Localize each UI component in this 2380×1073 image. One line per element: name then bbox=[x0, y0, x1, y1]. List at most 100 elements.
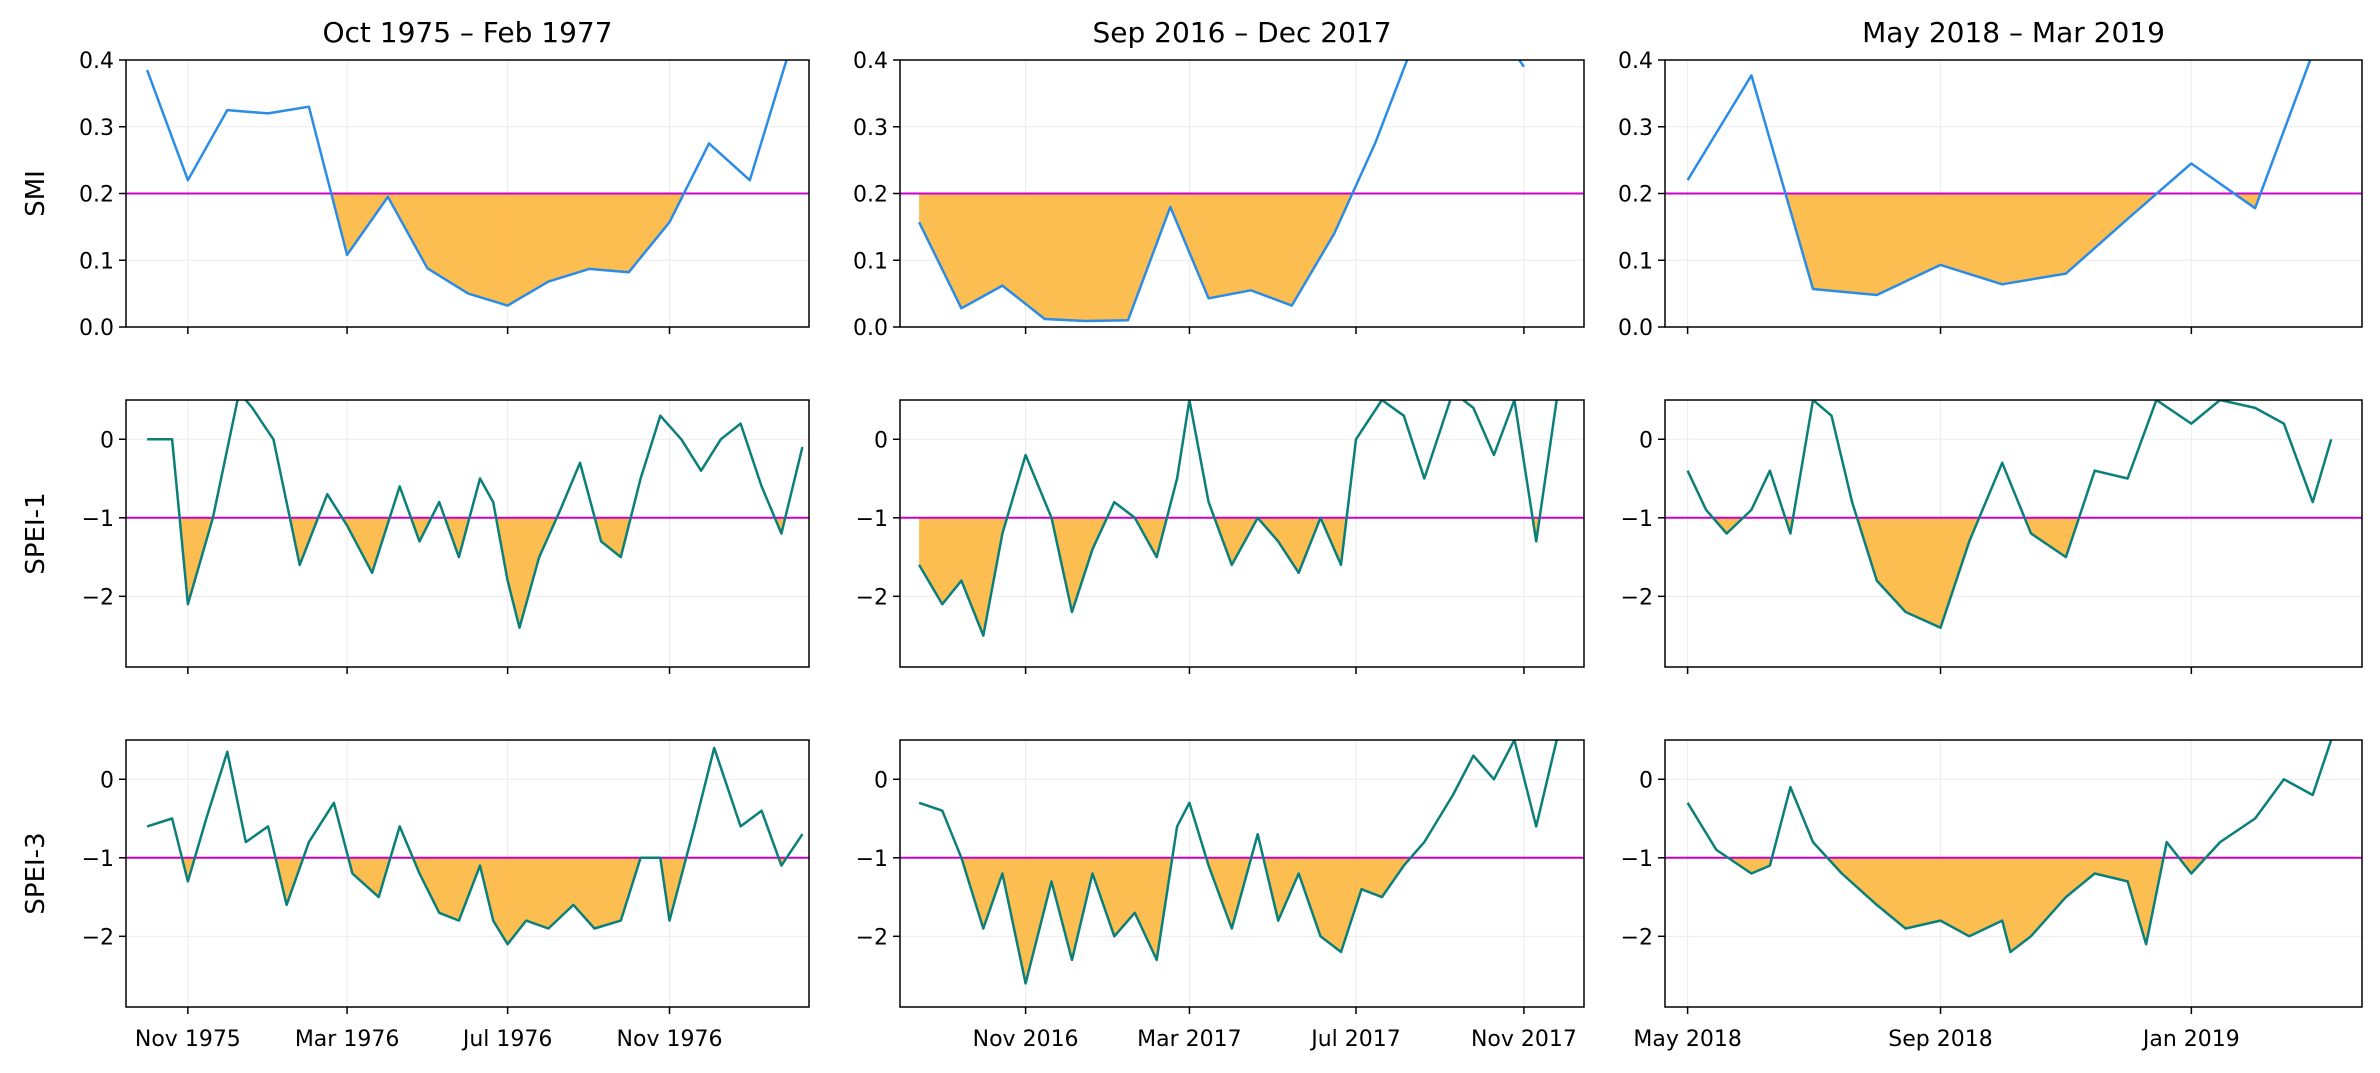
y-tick-label: −2 bbox=[82, 585, 114, 610]
y-tick-label: 0 bbox=[1639, 428, 1653, 453]
spei-line bbox=[146, 746, 804, 946]
drought-fill-area bbox=[1206, 857, 1252, 929]
drought-fill-area bbox=[275, 857, 304, 905]
drought-fill-area bbox=[496, 517, 557, 628]
column-title: May 2018 – Mar 2019 bbox=[1862, 16, 2165, 49]
y-tick-label: 0.0 bbox=[853, 316, 888, 341]
panel-frame bbox=[125, 399, 810, 668]
y-tick-label: −1 bbox=[82, 507, 114, 532]
series-group bbox=[1665, 740, 2362, 954]
y-tick-label: 0.2 bbox=[79, 183, 114, 208]
drought-fill-area bbox=[1320, 517, 1347, 565]
spei-line bbox=[918, 400, 1558, 637]
drought-fill-area bbox=[444, 517, 470, 558]
drought-fill-area bbox=[1257, 517, 1321, 573]
drought-fill-area bbox=[1712, 517, 1744, 534]
y-tick-label: −1 bbox=[856, 507, 888, 532]
drought-fill-area bbox=[961, 857, 1173, 984]
panel-0-1: 0.0 0.1 0.2 0.3 0.4 bbox=[853, 49, 1585, 341]
y-tick-label: 0.3 bbox=[853, 116, 888, 141]
smi-line bbox=[145, 60, 788, 307]
smi-line bbox=[1686, 60, 2312, 297]
x-tick-label: Sep 2018 bbox=[1888, 1027, 1992, 1052]
drought-fill-area bbox=[1214, 517, 1258, 565]
drought-fill-area bbox=[594, 517, 631, 558]
panel-frame bbox=[899, 739, 1585, 1008]
x-tick-label: Jul 1976 bbox=[461, 1027, 553, 1052]
panel-2-2: 0 −1 −2 May 2018 Sep 2018 Jan 2019 bbox=[1621, 739, 2363, 1052]
series-group bbox=[126, 746, 809, 946]
spei-line bbox=[147, 400, 804, 629]
y-tick-label: 0.0 bbox=[79, 316, 114, 341]
y-tick-label: 0 bbox=[1639, 768, 1653, 793]
y-tick-label: 0.1 bbox=[79, 249, 114, 274]
y-tick-label: 0.2 bbox=[853, 183, 888, 208]
y-tick-label: 0.2 bbox=[1618, 183, 1653, 208]
panel-2-1: 0 −1 −2 Nov 2016 Mar 2017 Jul 2017 Nov 2017 bbox=[856, 739, 1585, 1052]
y-tick-label: 0.1 bbox=[853, 249, 888, 274]
y-tick-label: −2 bbox=[856, 585, 888, 610]
smi-line bbox=[917, 60, 1525, 323]
series-group bbox=[900, 400, 1584, 637]
panel-frame bbox=[899, 399, 1585, 668]
drought-fill-area bbox=[1728, 857, 1772, 874]
spei-line bbox=[1686, 400, 2333, 629]
drought-fill-area bbox=[2024, 517, 2080, 558]
panel-1-0: 0 −1 −2 SPEI-1 bbox=[21, 399, 810, 674]
drought-fill-area bbox=[660, 857, 687, 921]
row-axis-label: SPEI-1 bbox=[21, 492, 51, 574]
y-tick-label: −1 bbox=[1621, 847, 1653, 872]
series-group bbox=[900, 740, 1584, 985]
y-tick-label: 0 bbox=[874, 768, 888, 793]
drought-fill-area bbox=[348, 857, 391, 898]
panel-0-0: 0.0 0.1 0.2 0.3 0.4 SMI bbox=[21, 49, 810, 341]
x-tick-label: May 2018 bbox=[1633, 1027, 1741, 1052]
panel-0-2: 0.0 0.1 0.2 0.3 0.4 bbox=[1618, 49, 2363, 341]
drought-fill-area bbox=[2179, 857, 2206, 874]
panel-1-2: 0 −1 −2 bbox=[1621, 399, 2363, 674]
drought-fill-area bbox=[1051, 517, 1108, 613]
drought-fill-area bbox=[411, 517, 432, 542]
x-tick-label: Nov 1976 bbox=[617, 1027, 723, 1052]
column-title: Sep 2016 – Dec 2017 bbox=[1092, 16, 1391, 49]
panel-frame bbox=[125, 739, 810, 1008]
series-group bbox=[1665, 400, 2362, 629]
y-tick-label: −2 bbox=[856, 925, 888, 950]
x-tick-label: Mar 1976 bbox=[295, 1027, 400, 1052]
spei-line bbox=[1686, 740, 2333, 954]
y-tick-label: 0 bbox=[874, 428, 888, 453]
x-tick-label: Jan 2019 bbox=[2141, 1027, 2240, 1052]
row-axis-label: SMI bbox=[21, 170, 51, 217]
series-group bbox=[126, 400, 809, 629]
drought-fill-area bbox=[179, 517, 213, 605]
drought-fill-area bbox=[181, 857, 195, 882]
y-tick-label: −2 bbox=[1621, 925, 1653, 950]
y-tick-label: 0 bbox=[100, 428, 114, 453]
y-tick-label: 0.4 bbox=[853, 49, 888, 74]
x-tick-label: Nov 1975 bbox=[135, 1027, 241, 1052]
x-tick-label: Nov 2016 bbox=[973, 1027, 1079, 1052]
series-group bbox=[1665, 60, 2362, 297]
panel-frame bbox=[1664, 399, 2363, 668]
y-tick-label: −1 bbox=[82, 847, 114, 872]
column-title: Oct 1975 – Feb 1977 bbox=[322, 16, 612, 49]
y-tick-label: 0.0 bbox=[1618, 316, 1653, 341]
panel-frame bbox=[1664, 739, 2363, 1008]
y-tick-label: 0.1 bbox=[1618, 249, 1653, 274]
y-tick-label: −1 bbox=[856, 847, 888, 872]
x-tick-label: Mar 2017 bbox=[1137, 1027, 1242, 1052]
y-tick-label: 0.3 bbox=[79, 116, 114, 141]
spei-line bbox=[918, 740, 1558, 985]
drought-fill-area bbox=[331, 193, 684, 306]
y-tick-label: −2 bbox=[82, 925, 114, 950]
panel-1-1: 0 −1 −2 bbox=[856, 399, 1585, 674]
drought-fill-area bbox=[412, 857, 641, 945]
drought-fill-area bbox=[289, 517, 319, 565]
drought-fill-area bbox=[1827, 857, 2164, 953]
drought-fill-area bbox=[919, 517, 1008, 636]
row-axis-label: SPEI-3 bbox=[21, 832, 51, 914]
y-tick-label: −2 bbox=[1621, 585, 1653, 610]
y-tick-label: 0.4 bbox=[1618, 49, 1653, 74]
y-tick-label: −1 bbox=[1621, 507, 1653, 532]
